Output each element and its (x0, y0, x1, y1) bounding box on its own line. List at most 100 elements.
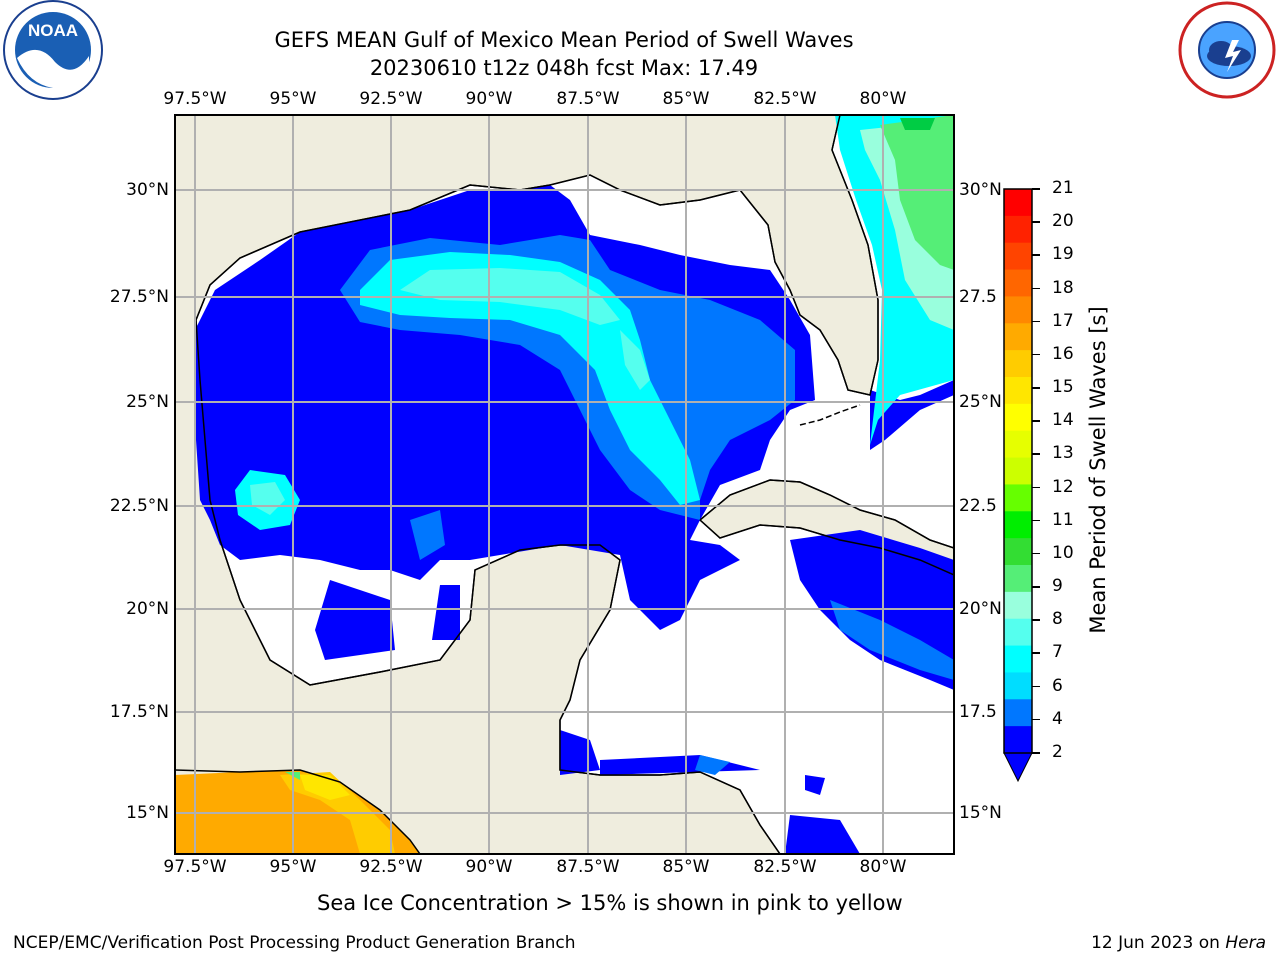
noaa-logo-text: NOAA (28, 21, 78, 40)
lat-label-left: 25°N (126, 392, 169, 412)
footer-credit: NCEP/EMC/Verification Post Processing Pr… (13, 933, 576, 953)
colorbar-tick-label: 17 (1052, 310, 1074, 331)
lon-label-bottom: 92.5°W (359, 857, 423, 877)
colorbar-segment (1004, 215, 1032, 244)
lon-label-top: 92.5°W (359, 89, 423, 109)
map-frame (174, 114, 955, 855)
colorbar-segment (1004, 699, 1032, 727)
lon-label-top: 90°W (465, 89, 513, 109)
coastline-keys (799, 404, 861, 426)
colorbar-segment (1004, 511, 1032, 539)
lat-label-right: 25°N (959, 392, 1002, 412)
colorbar-tick-label: 14 (1052, 410, 1074, 431)
lon-label-top: 87.5°W (556, 89, 620, 109)
colorbar-tick-mark (1032, 519, 1040, 522)
colorbar-segment (1004, 296, 1032, 324)
lon-label-top: 95°W (269, 89, 317, 109)
colorbar-segment (1004, 350, 1032, 378)
lon-label-bottom: 90°W (465, 857, 513, 877)
colorbar-segment (1004, 269, 1032, 297)
lon-label-top: 82.5°W (753, 89, 817, 109)
lon-label-bottom: 80°W (859, 857, 907, 877)
colorbar-segment (1004, 457, 1032, 485)
lat-label-right: 22.5 (959, 496, 997, 516)
colorbar-tick-label: 10 (1052, 542, 1074, 563)
colorbar-tick-label: 2 (1052, 742, 1063, 762)
colorbar-segment (1004, 323, 1032, 351)
coastline-cuba (699, 479, 954, 576)
lat-label-left: 17.5°N (109, 702, 169, 722)
lat-label-right: 20°N (959, 599, 1002, 619)
footer-date: 12 Jun 2023 on Hera (1091, 933, 1266, 953)
lon-label-top: 85°W (662, 89, 710, 109)
colorbar-tick-label: 13 (1052, 443, 1074, 464)
colorbar-segment (1004, 430, 1032, 459)
colorbar-segment (1004, 726, 1032, 754)
lon-label-bottom: 85°W (662, 857, 710, 877)
colorbar-tick-label: 20 (1052, 211, 1074, 232)
colorbar-tick-label: 19 (1052, 244, 1074, 265)
colorbar-tick-mark (1032, 685, 1040, 688)
colorbar-segment (1004, 538, 1032, 566)
lon-label-bottom: 82.5°W (753, 857, 817, 877)
lon-label-top: 80°W (859, 89, 907, 109)
colorbar-segment (1004, 618, 1032, 647)
chart-subtitle: 20230610 t12z 048h fcst Max: 17.49 (369, 56, 759, 80)
colorbar-tick-mark (1032, 586, 1040, 588)
nws-logo (1178, 1, 1276, 99)
colorbar-tick-mark (1032, 619, 1040, 621)
colorbar-tick-mark (1032, 287, 1040, 290)
colorbar-tick-mark (1032, 752, 1040, 754)
colorbar-segment (1004, 377, 1032, 405)
footer-date-text: 12 Jun 2023 on (1091, 933, 1220, 953)
colorbar-tick-mark (1032, 254, 1040, 256)
lat-label-right: 27.5 (959, 287, 997, 307)
colorbar-tick-mark (1032, 453, 1040, 455)
lat-label-left: 27.5°N (109, 287, 169, 307)
colorbar-tick-label: 16 (1052, 343, 1074, 364)
coastline-pacific (175, 769, 421, 854)
lon-label-bottom: 97.5°W (163, 857, 227, 877)
colorbar-label: Mean Period of Swell Waves [s] (1086, 306, 1110, 634)
colorbar-segment (1004, 484, 1032, 512)
colorbar-tick-mark (1032, 221, 1040, 223)
colorbar-tick-label: 4 (1052, 708, 1063, 729)
lon-label-top: 97.5°W (163, 89, 227, 109)
colorbar-segment (1004, 565, 1032, 593)
colorbar-segment (1004, 189, 1032, 217)
lat-label-left: 20°N (126, 599, 169, 619)
lat-label-right: 30°N (959, 180, 1002, 200)
sea-ice-note: Sea Ice Concentration > 15% is shown in … (317, 891, 903, 915)
colorbar-tick-label: 11 (1052, 509, 1074, 530)
lat-label-right: 17.5 (959, 702, 997, 722)
colorbar-tick-label: 8 (1052, 609, 1063, 630)
colorbar-tick-mark (1032, 718, 1040, 721)
colorbar-tick-label: 12 (1052, 476, 1074, 497)
lat-label-left: 30°N (126, 180, 169, 200)
lat-label-left: 22.5°N (109, 496, 169, 516)
colorbar (1003, 188, 1033, 783)
colorbar-tick-label: 7 (1052, 642, 1063, 663)
colorbar-segment (1004, 645, 1032, 673)
colorbar-tick-mark (1032, 188, 1040, 190)
colorbar-tick-mark (1032, 320, 1040, 323)
colorbar-segment (1004, 403, 1032, 432)
chart-title: GEFS MEAN Gulf of Mexico Mean Period of … (274, 28, 854, 52)
colorbar-extend-arrow (1003, 752, 1033, 783)
colorbar-tick-label: 6 (1052, 675, 1063, 696)
colorbar-tick-mark (1032, 486, 1040, 489)
lat-label-left: 15°N (126, 803, 169, 823)
colorbar-segment (1004, 672, 1032, 700)
colorbar-tick-mark (1032, 552, 1040, 555)
colorbar-tick-mark (1032, 652, 1040, 654)
colorbar-tick-mark (1032, 353, 1040, 356)
lon-label-bottom: 95°W (269, 857, 317, 877)
noaa-logo: NOAA (3, 0, 103, 100)
coastline-gulf (195, 115, 879, 854)
colorbar-segment (1004, 242, 1032, 271)
colorbar-tick-label: 9 (1052, 576, 1063, 597)
colorbar-tick-label: 15 (1052, 377, 1074, 398)
colorbar-tick-label: 18 (1052, 277, 1074, 298)
colorbar-segment (1004, 591, 1032, 620)
